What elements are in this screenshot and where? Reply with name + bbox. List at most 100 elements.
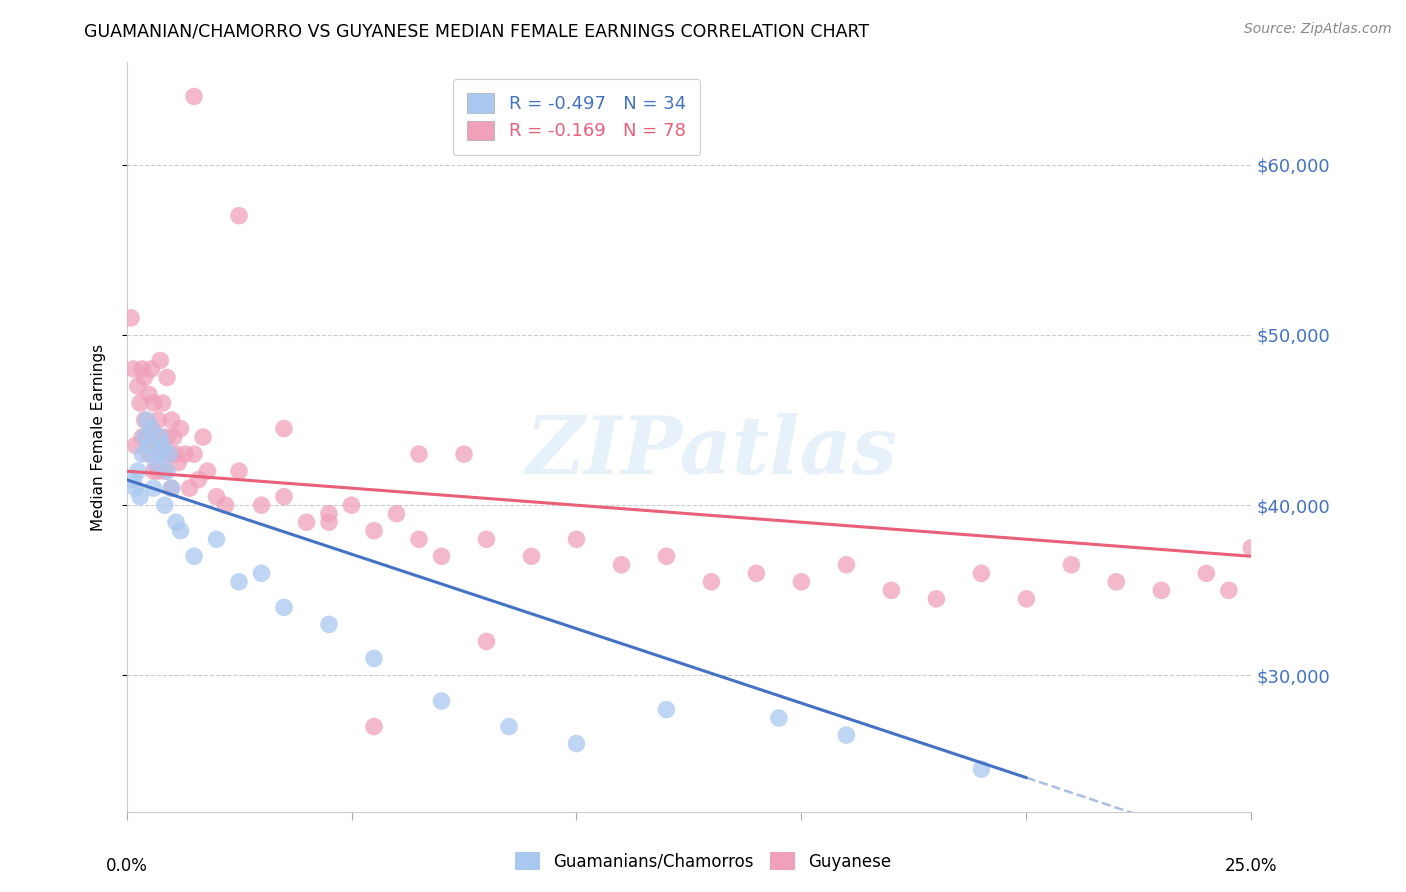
Y-axis label: Median Female Earnings: Median Female Earnings <box>91 343 105 531</box>
Point <box>135 413 157 427</box>
Point <box>146 413 169 427</box>
Point <box>835 728 858 742</box>
Point <box>134 430 156 444</box>
Point <box>408 447 430 461</box>
Point <box>129 396 152 410</box>
Point <box>1218 583 1240 598</box>
Point <box>142 481 165 495</box>
Point <box>228 209 250 223</box>
Point <box>167 456 190 470</box>
Point <box>318 515 340 529</box>
Point <box>163 430 186 444</box>
Legend: Guamanians/Chamorros, Guyanese: Guamanians/Chamorros, Guyanese <box>506 844 900 880</box>
Point <box>430 694 453 708</box>
Point <box>183 447 205 461</box>
Point <box>273 600 295 615</box>
Point <box>134 413 156 427</box>
Point <box>141 421 163 435</box>
Point <box>142 464 165 478</box>
Point <box>790 574 813 589</box>
Point <box>250 566 273 581</box>
Point <box>565 533 588 547</box>
Point <box>174 447 197 461</box>
Point <box>156 464 179 478</box>
Point <box>197 464 219 478</box>
Point <box>565 737 588 751</box>
Point <box>138 439 160 453</box>
Point <box>250 498 273 512</box>
Point <box>169 524 191 538</box>
Point <box>970 762 993 776</box>
Point <box>1195 566 1218 581</box>
Point <box>520 549 543 564</box>
Point <box>191 430 214 444</box>
Point <box>610 558 633 572</box>
Point <box>228 574 250 589</box>
Point <box>205 533 228 547</box>
Point <box>127 464 149 478</box>
Point <box>165 447 187 461</box>
Point <box>385 507 408 521</box>
Point <box>408 533 430 547</box>
Point <box>127 379 149 393</box>
Point <box>157 447 180 461</box>
Point <box>122 362 145 376</box>
Point <box>145 456 167 470</box>
Point <box>273 421 295 435</box>
Point <box>124 481 146 495</box>
Point <box>124 439 146 453</box>
Point <box>700 574 723 589</box>
Point <box>498 720 520 734</box>
Point <box>146 447 169 461</box>
Point <box>453 447 475 461</box>
Text: Source: ZipAtlas.com: Source: ZipAtlas.com <box>1244 22 1392 37</box>
Point <box>340 498 363 512</box>
Point <box>363 651 385 665</box>
Point <box>273 490 295 504</box>
Point <box>146 464 169 478</box>
Point <box>160 481 183 495</box>
Point <box>149 353 172 368</box>
Legend: R = -0.497   N = 34, R = -0.169   N = 78: R = -0.497 N = 34, R = -0.169 N = 78 <box>453 79 700 155</box>
Point <box>179 481 201 495</box>
Point <box>1105 574 1128 589</box>
Point <box>835 558 858 572</box>
Point <box>183 549 205 564</box>
Point <box>205 490 228 504</box>
Point <box>475 634 498 648</box>
Point <box>768 711 790 725</box>
Point <box>655 549 678 564</box>
Point <box>145 439 167 453</box>
Point <box>925 591 948 606</box>
Point <box>131 430 153 444</box>
Point <box>122 473 145 487</box>
Point <box>156 430 179 444</box>
Point <box>149 430 172 444</box>
Point <box>745 566 768 581</box>
Point <box>1240 541 1263 555</box>
Point <box>138 447 160 461</box>
Point <box>475 533 498 547</box>
Point <box>214 498 236 512</box>
Text: GUAMANIAN/CHAMORRO VS GUYANESE MEDIAN FEMALE EARNINGS CORRELATION CHART: GUAMANIAN/CHAMORRO VS GUYANESE MEDIAN FE… <box>84 22 869 40</box>
Point <box>363 524 385 538</box>
Point <box>152 439 174 453</box>
Point <box>131 362 153 376</box>
Point <box>183 89 205 103</box>
Point <box>134 370 156 384</box>
Text: ZIPatlas: ZIPatlas <box>526 413 897 491</box>
Point <box>131 447 153 461</box>
Point <box>165 515 187 529</box>
Point <box>169 421 191 435</box>
Text: 25.0%: 25.0% <box>1225 856 1278 875</box>
Point <box>152 396 174 410</box>
Text: 0.0%: 0.0% <box>105 856 148 875</box>
Point <box>160 413 183 427</box>
Point <box>655 702 678 716</box>
Point <box>228 464 250 478</box>
Point <box>157 447 180 461</box>
Point <box>430 549 453 564</box>
Point <box>141 362 163 376</box>
Point <box>318 507 340 521</box>
Point <box>160 481 183 495</box>
